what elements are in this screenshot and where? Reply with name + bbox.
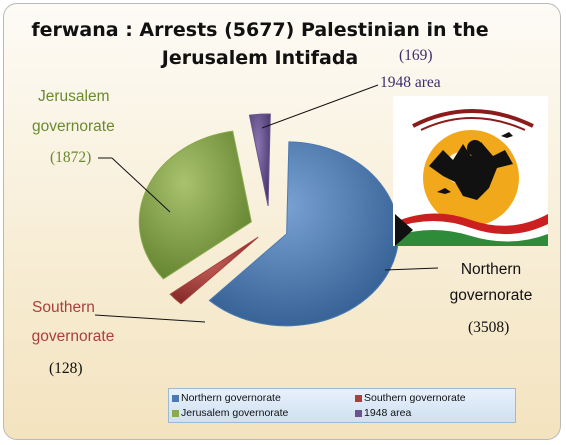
pie-slice-1948 [248,113,271,207]
label-1948: 1948 area [380,74,441,91]
label-northern-line1: Northern [460,261,522,278]
leader-line-1948 [261,84,379,129]
legend-swatch-1948 [355,409,362,417]
chart-title: ferwana : Arrests (5677) Palestinian in … [31,19,489,69]
legend-swatch-jerusalem [172,409,179,417]
leader-line-northern [384,267,439,271]
label-southern-line2: governorate [31,328,115,345]
leader-line-jerusalem-2 [111,157,171,213]
legend-swatch-southern [355,394,362,402]
value-jerusalem: (1872) [50,149,92,166]
legend-label-1948: 1948 area [364,407,412,419]
pie-slice-northern [208,141,400,327]
legend-item-northern: Northern governorate [172,392,281,404]
legend-swatch-northern [172,394,179,402]
label-jerusalem-line1: Jerusalem [38,88,110,105]
label-southern-line1: Southern [32,299,95,316]
organization-logo [393,96,548,246]
label-northern-line2: governorate [449,287,533,304]
legend-label-southern: Southern governorate [364,392,466,404]
pie-slice-jerusalem [138,130,252,280]
label-jerusalem: Jerusalem governorate [32,86,142,138]
label-southern: Southern governorate [18,297,128,348]
label-jerusalem-line2: governorate [32,118,115,135]
leader-line-southern [94,314,206,323]
legend-label-northern: Northern governorate [181,392,281,404]
legend-item-jerusalem: Jerusalem governorate [172,407,288,419]
pie-slice-southern [169,236,259,305]
label-northern: Northern governorate [436,259,546,307]
value-southern: (128) [49,360,83,377]
value-northern: (3508) [468,319,510,336]
chart-legend: Northern governorate Southern governorat… [168,388,516,423]
value-1948: (169) [399,47,433,64]
legend-label-jerusalem: Jerusalem governorate [181,407,289,419]
legend-item-1948: 1948 area [355,407,411,419]
legend-item-southern: Southern governorate [355,392,466,404]
